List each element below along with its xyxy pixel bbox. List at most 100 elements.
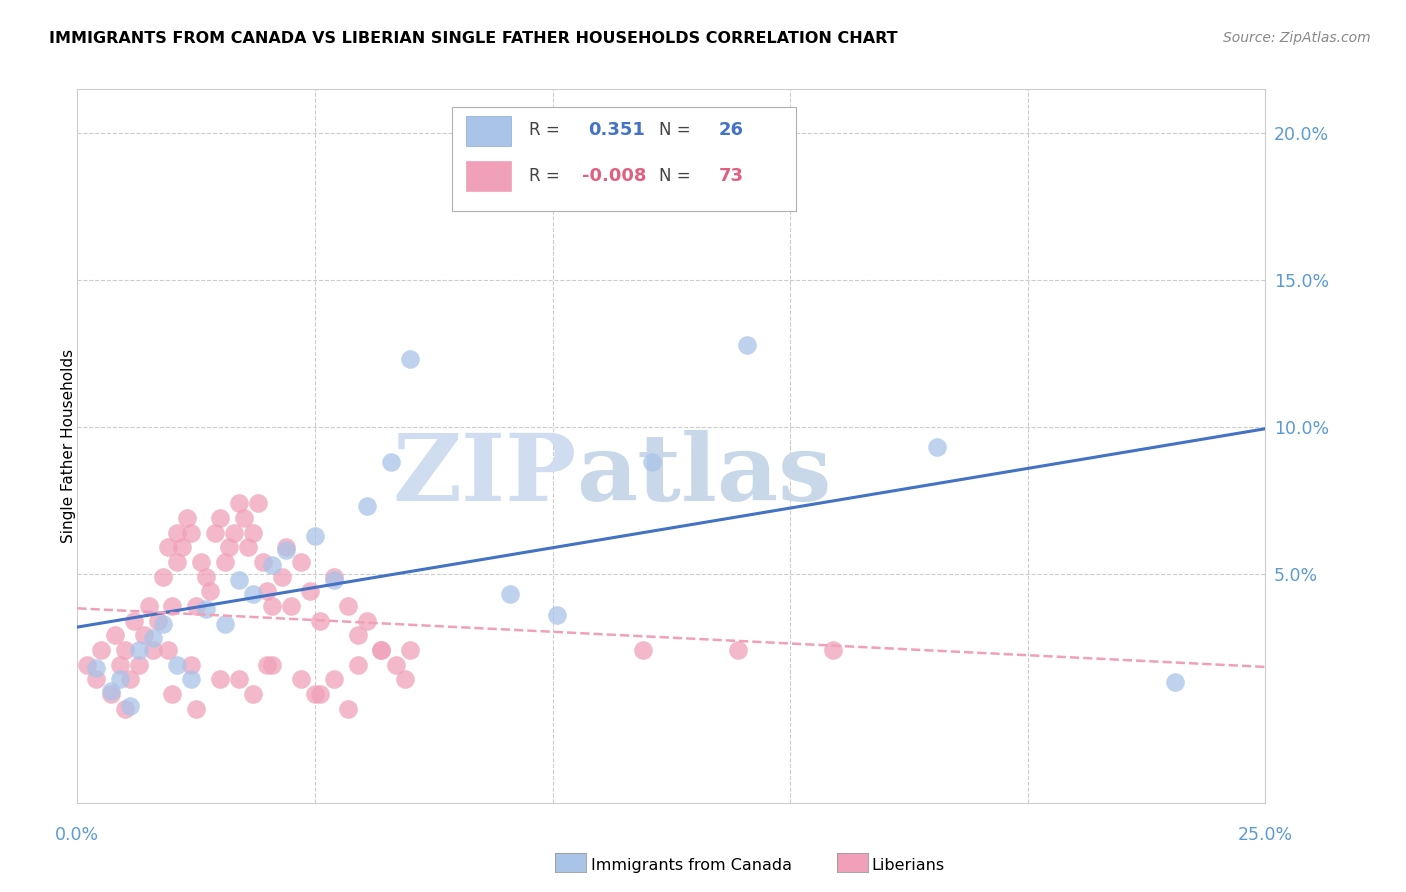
Point — [323, 573, 346, 587]
Point — [308, 614, 330, 628]
Point — [232, 511, 254, 525]
Point — [727, 643, 749, 657]
Point — [276, 541, 298, 555]
Point — [384, 657, 406, 672]
Point — [346, 628, 368, 642]
Point — [146, 614, 169, 628]
Point — [138, 599, 160, 613]
Point — [218, 541, 240, 555]
Point — [270, 570, 292, 584]
Point — [370, 643, 392, 657]
Point — [156, 643, 179, 657]
Point — [180, 673, 202, 687]
Point — [114, 643, 136, 657]
Text: N =: N = — [659, 167, 692, 185]
Text: 0.0%: 0.0% — [55, 826, 100, 845]
Point — [631, 643, 654, 657]
Point — [290, 555, 312, 569]
Text: Immigrants from Canada: Immigrants from Canada — [591, 858, 792, 872]
Point — [346, 657, 368, 672]
Point — [194, 570, 217, 584]
Point — [242, 525, 264, 540]
Point — [200, 584, 222, 599]
FancyBboxPatch shape — [451, 107, 796, 211]
Point — [190, 555, 212, 569]
Point — [152, 570, 174, 584]
Point — [1164, 675, 1187, 690]
Point — [204, 525, 226, 540]
Text: 25.0%: 25.0% — [1237, 826, 1294, 845]
Point — [399, 352, 422, 367]
Point — [304, 528, 326, 542]
Text: Source: ZipAtlas.com: Source: ZipAtlas.com — [1223, 31, 1371, 45]
Point — [337, 702, 360, 716]
Point — [280, 599, 302, 613]
Point — [356, 614, 378, 628]
Text: 26: 26 — [718, 121, 744, 139]
Point — [262, 599, 284, 613]
Point — [114, 702, 136, 716]
Point — [142, 632, 165, 646]
Point — [224, 525, 246, 540]
Point — [546, 607, 568, 622]
Point — [246, 496, 269, 510]
Point — [156, 541, 179, 555]
Point — [166, 525, 188, 540]
Point — [180, 525, 202, 540]
Point — [256, 584, 278, 599]
Point — [290, 673, 312, 687]
Point — [370, 643, 392, 657]
Point — [162, 687, 184, 701]
Point — [132, 628, 155, 642]
Y-axis label: Single Father Households: Single Father Households — [62, 349, 76, 543]
Point — [152, 616, 174, 631]
Point — [208, 673, 231, 687]
Point — [108, 673, 131, 687]
Point — [166, 657, 188, 672]
Point — [228, 673, 250, 687]
Text: Liberians: Liberians — [872, 858, 945, 872]
Text: 0.351: 0.351 — [588, 121, 645, 139]
Point — [194, 602, 217, 616]
Point — [208, 511, 231, 525]
Point — [124, 614, 146, 628]
Point — [162, 599, 184, 613]
Point — [186, 702, 208, 716]
Point — [737, 337, 759, 351]
Text: atlas: atlas — [576, 430, 832, 519]
Point — [356, 499, 378, 513]
Point — [394, 673, 416, 687]
Point — [128, 643, 150, 657]
Bar — [465, 116, 510, 146]
Point — [641, 455, 664, 469]
Point — [337, 599, 360, 613]
Point — [228, 496, 250, 510]
Text: N =: N = — [659, 121, 692, 139]
Point — [186, 599, 208, 613]
Point — [176, 511, 198, 525]
Point — [166, 555, 188, 569]
Bar — [465, 161, 510, 191]
Point — [399, 643, 422, 657]
Point — [214, 555, 236, 569]
Point — [252, 555, 274, 569]
Point — [100, 684, 122, 698]
Point — [228, 573, 250, 587]
Point — [323, 673, 346, 687]
Text: IMMIGRANTS FROM CANADA VS LIBERIAN SINGLE FATHER HOUSEHOLDS CORRELATION CHART: IMMIGRANTS FROM CANADA VS LIBERIAN SINGL… — [49, 31, 898, 46]
Point — [499, 587, 522, 601]
Point — [128, 657, 150, 672]
Point — [90, 643, 112, 657]
Point — [299, 584, 322, 599]
Point — [304, 687, 326, 701]
Text: R =: R = — [529, 121, 560, 139]
Point — [118, 698, 141, 713]
Point — [323, 570, 346, 584]
Point — [242, 687, 264, 701]
Point — [821, 643, 844, 657]
Point — [238, 541, 260, 555]
Text: 73: 73 — [718, 167, 744, 185]
Point — [86, 673, 108, 687]
Point — [256, 657, 278, 672]
Point — [86, 661, 108, 675]
